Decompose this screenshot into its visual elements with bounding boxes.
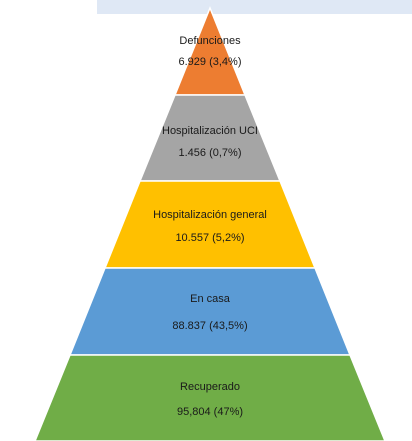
- pyramid-level-hospitalizacion-general: [103, 180, 317, 269]
- level-value-hospitalizacion-general: 10.557 (5,2%): [175, 232, 244, 244]
- level-value-en-casa: 88.837 (43,5%): [172, 320, 247, 332]
- pyramid-level-en-casa: [68, 267, 352, 356]
- level-name-defunciones: Defunciones: [179, 35, 241, 47]
- level-name-hospitalizacion-general: Hospitalización general: [153, 209, 267, 221]
- level-name-hospitalizacion-uci: Hospitalización UCI: [162, 125, 258, 137]
- top-header-band: [97, 0, 412, 14]
- level-value-defunciones: 6.929 (3,4%): [179, 56, 242, 68]
- level-value-hospitalizacion-uci: 1.456 (0,7%): [179, 147, 242, 159]
- level-value-recuperado: 95,804 (47%): [177, 406, 243, 418]
- pyramid-level-defunciones: [173, 5, 247, 96]
- pyramid-level-hospitalizacion-uci: [138, 94, 282, 182]
- pyramid-level-recuperado: [34, 354, 386, 441]
- level-name-recuperado: Recuperado: [180, 381, 240, 393]
- level-name-en-casa: En casa: [190, 293, 231, 305]
